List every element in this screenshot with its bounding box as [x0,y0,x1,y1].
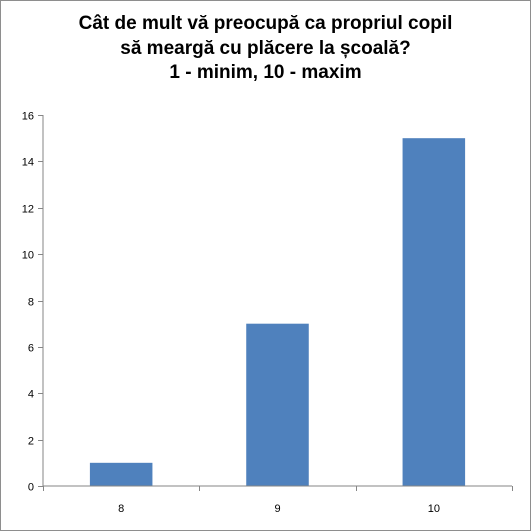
chart-title-line-3: 1 - minim, 10 - maxim [169,62,362,83]
chart-title: Cât de mult vă preocupă ca propriul copi… [0,12,531,86]
y-tick-label-14: 14 [22,157,34,169]
y-tick-label-16: 16 [22,111,34,123]
y-tick-label-6: 6 [28,343,34,355]
y-tick-label-4: 4 [28,389,34,401]
chart-title-line-1: Cât de mult vă preocupă ca propriul copi… [78,13,453,34]
y-tick-label-10: 10 [22,250,34,262]
bar-10 [402,138,466,486]
y-tick-label-8: 8 [28,297,34,309]
y-tick-label-12: 12 [22,204,34,216]
x-tick-label-9: 9 [274,503,280,515]
bar-9 [246,323,309,486]
y-tick-label-2: 2 [28,436,34,448]
chart-title-line-2: să meargă cu plăcere la școală? [120,37,411,59]
x-tick-label-8: 8 [118,503,124,515]
x-tick-label-10: 10 [428,503,440,515]
y-tick-label-0: 0 [28,482,34,494]
bar-8 [89,462,153,486]
